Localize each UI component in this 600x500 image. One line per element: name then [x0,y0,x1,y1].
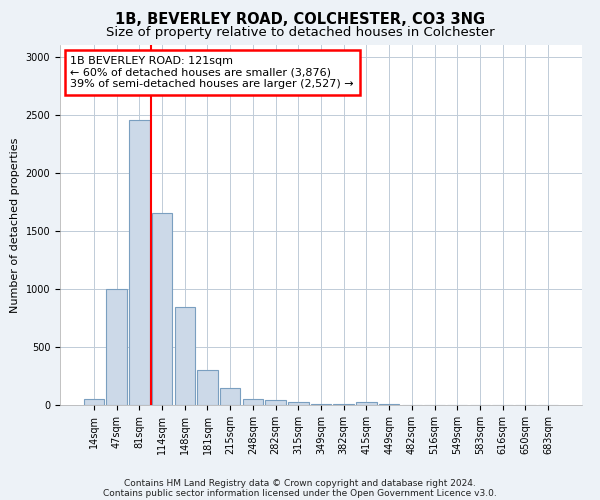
Bar [152,214,172,405]
Text: Size of property relative to detached houses in Colchester: Size of property relative to detached ho… [106,26,494,39]
Text: Contains HM Land Registry data © Crown copyright and database right 2024.: Contains HM Land Registry data © Crown c… [124,478,476,488]
Bar [334,404,354,405]
Y-axis label: Number of detached properties: Number of detached properties [10,138,20,312]
Bar [242,398,263,405]
Bar [129,120,149,405]
Text: 1B BEVERLEY ROAD: 121sqm
← 60% of detached houses are smaller (3,876)
39% of sem: 1B BEVERLEY ROAD: 121sqm ← 60% of detach… [70,56,354,89]
Bar [84,399,104,405]
Text: Contains public sector information licensed under the Open Government Licence v3: Contains public sector information licen… [103,488,497,498]
Bar [175,308,195,405]
Bar [265,400,286,405]
Bar [288,402,308,405]
Bar [220,388,241,405]
Bar [311,404,331,405]
Text: 1B, BEVERLEY ROAD, COLCHESTER, CO3 3NG: 1B, BEVERLEY ROAD, COLCHESTER, CO3 3NG [115,12,485,28]
Bar [197,370,218,405]
Bar [106,289,127,405]
Bar [379,404,400,405]
Bar [356,402,377,405]
